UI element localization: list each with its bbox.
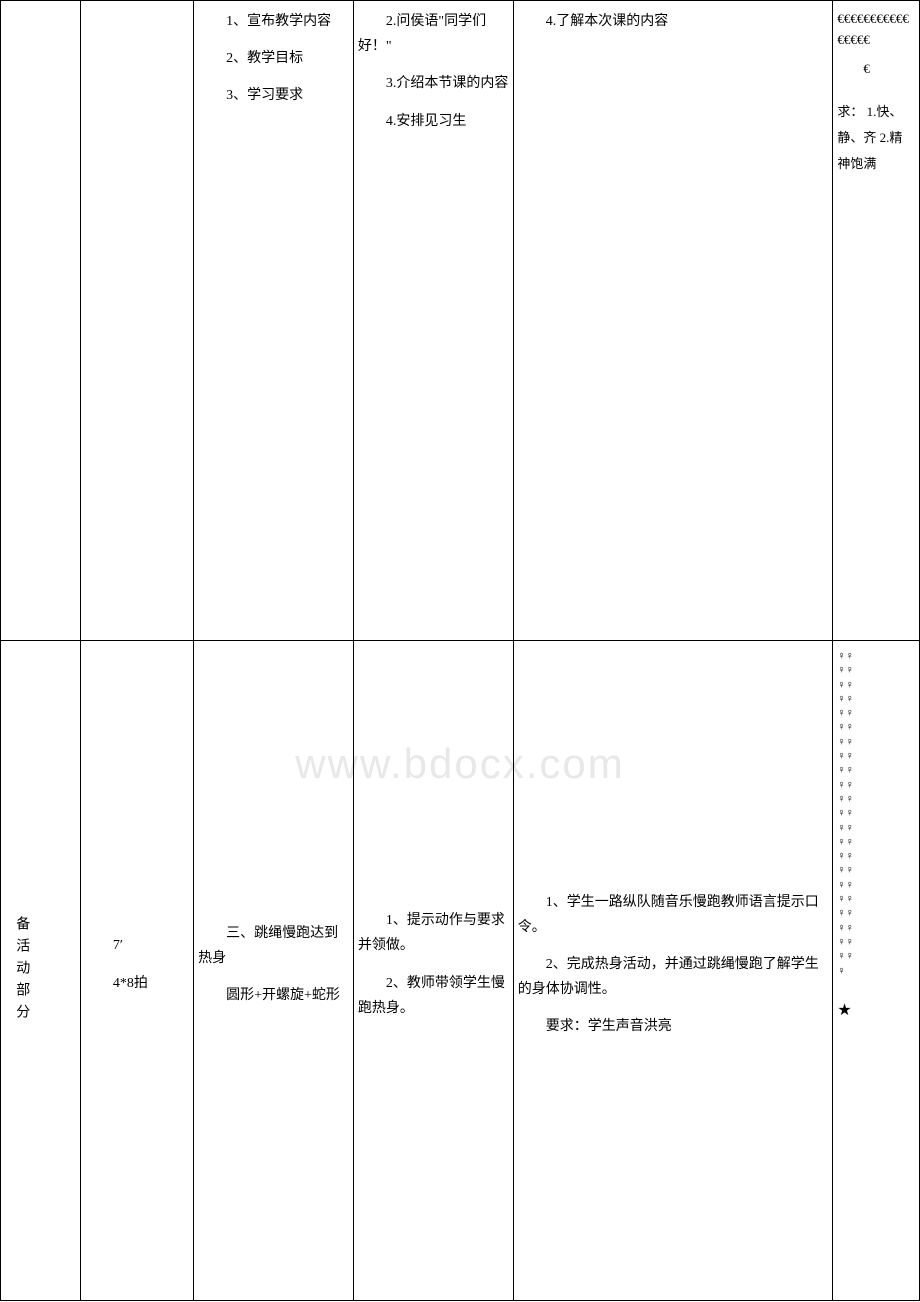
formation-line: ♀♀ bbox=[837, 878, 915, 892]
formation-line: ♀♀ bbox=[837, 863, 915, 877]
r2c4-p2: 2、教师带领学生慢跑热身。 bbox=[358, 971, 509, 1021]
formation-line: ♀♀ bbox=[837, 835, 915, 849]
formation-line: ♀♀ bbox=[837, 649, 915, 663]
row1-col5: 4.了解本次课的内容 bbox=[513, 1, 833, 641]
formation-line: ♀♀ bbox=[837, 678, 915, 692]
formation-line: ♀♀ bbox=[837, 706, 915, 720]
formation-line: ♀♀ bbox=[837, 906, 915, 920]
formation-line: ♀♀ bbox=[837, 935, 915, 949]
r2c2-beats: 4*8拍 bbox=[85, 971, 189, 996]
r2c2-time: 7′ bbox=[85, 933, 189, 958]
r2c5-p1: 1、学生一路纵队随音乐慢跑教师语言提示口令。 bbox=[518, 890, 829, 940]
formation-symbols: ♀♀♀♀♀♀♀♀♀♀♀♀♀♀♀♀♀♀♀♀♀♀♀♀♀♀♀♀♀♀♀♀♀♀♀♀♀♀♀♀… bbox=[837, 649, 915, 978]
row1-col1 bbox=[1, 1, 81, 641]
row2-col2: 7′ 4*8拍 bbox=[80, 641, 193, 1301]
formation-line: ♀♀ bbox=[837, 792, 915, 806]
formation-line: ♀♀ bbox=[837, 949, 915, 963]
section-label: 备活动部分 bbox=[5, 916, 38, 1026]
row2-col4: 1、提示动作与要求并领做。 2、教师带领学生慢跑热身。 bbox=[353, 641, 513, 1301]
euro-symbols: €€€€€€€€€€€€€€€€ bbox=[837, 9, 915, 51]
formation-line: ♀♀ bbox=[837, 778, 915, 792]
formation-line: ♀♀ bbox=[837, 921, 915, 935]
r2c4-p1: 1、提示动作与要求并领做。 bbox=[358, 908, 509, 958]
formation-line: ♀♀ bbox=[837, 763, 915, 777]
formation-line: ♀♀ bbox=[837, 663, 915, 677]
r1c3-p2: 2、教学目标 bbox=[198, 46, 349, 71]
lesson-plan-table: 1、宣布教学内容 2、教学目标 3、学习要求 2.问侯语"同学们好！" 3.介绍… bbox=[0, 0, 920, 1301]
formation-line: ♀♀ bbox=[837, 749, 915, 763]
row2-col3: 三、跳绳慢跑达到热身 圆形+开螺旋+蛇形 bbox=[194, 641, 354, 1301]
table-row: 备活动部分 7′ 4*8拍 三、跳绳慢跑达到热身 圆形+开螺旋+蛇形 1、提示动… bbox=[1, 641, 920, 1301]
row1-col2 bbox=[80, 1, 193, 641]
row2-col5: 1、学生一路纵队随音乐慢跑教师语言提示口令。 2、完成热身活动，并通过跳绳慢跑了… bbox=[513, 641, 833, 1301]
r1c4-p3: 4.安排见习生 bbox=[358, 109, 509, 134]
r1c3-p1: 1、宣布教学内容 bbox=[198, 9, 349, 34]
req-label: 求： bbox=[837, 104, 863, 119]
formation-line: ♀♀ bbox=[837, 735, 915, 749]
row1-col4: 2.问侯语"同学们好！" 3.介绍本节课的内容 4.安排见习生 bbox=[353, 1, 513, 641]
row2-col6: ♀♀♀♀♀♀♀♀♀♀♀♀♀♀♀♀♀♀♀♀♀♀♀♀♀♀♀♀♀♀♀♀♀♀♀♀♀♀♀♀… bbox=[833, 641, 920, 1301]
r1c4-p2: 3.介绍本节课的内容 bbox=[358, 71, 509, 96]
formation-line: ♀♀ bbox=[837, 892, 915, 906]
table-row: 1、宣布教学内容 2、教学目标 3、学习要求 2.问侯语"同学们好！" 3.介绍… bbox=[1, 1, 920, 641]
formation-line: ♀♀ bbox=[837, 849, 915, 863]
formation-line: ♀♀ bbox=[837, 692, 915, 706]
row1-col3: 1、宣布教学内容 2、教学目标 3、学习要求 bbox=[194, 1, 354, 641]
euro-arrow: € bbox=[837, 59, 915, 80]
r2c3-p2: 圆形+开螺旋+蛇形 bbox=[198, 983, 349, 1008]
r1c5-p1: 4.了解本次课的内容 bbox=[518, 9, 829, 34]
r1c4-p1: 2.问侯语"同学们好！" bbox=[358, 9, 509, 59]
r1c3-p3: 3、学习要求 bbox=[198, 83, 349, 108]
formation-line: ♀♀ bbox=[837, 720, 915, 734]
formation-line: ♀♀ bbox=[837, 821, 915, 835]
formation-line: ♀♀ bbox=[837, 806, 915, 820]
r2c3-p1: 三、跳绳慢跑达到热身 bbox=[198, 921, 349, 971]
r2c5-p2: 2、完成热身活动，并通过跳绳慢跑了解学生的身体协调性。 bbox=[518, 952, 829, 1002]
r2c5-p3: 要求：学生声音洪亮 bbox=[518, 1014, 829, 1039]
row1-col6: €€€€€€€€€€€€€€€€ € 求： 1.快、静、齐 2.精神饱满 bbox=[833, 1, 920, 641]
formation-line: ♀ bbox=[837, 964, 915, 978]
row2-col1-label: 备活动部分 bbox=[1, 641, 81, 1301]
star-icon: ★ bbox=[837, 998, 915, 1024]
